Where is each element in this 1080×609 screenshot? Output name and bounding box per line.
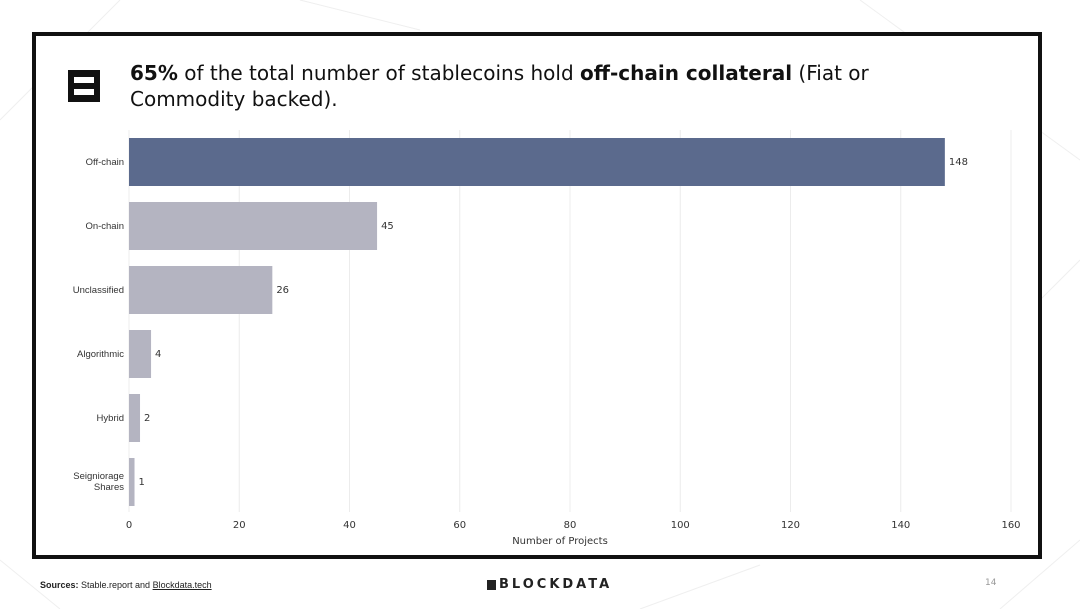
value-label: 45 [381, 221, 394, 232]
x-tick-label: 60 [453, 520, 466, 531]
sources-text: Stable.report and [78, 580, 153, 590]
bar [129, 266, 273, 314]
x-axis-title: Number of Projects [512, 536, 608, 547]
title-part: 65% [130, 61, 178, 85]
title-part: off-chain collateral [580, 61, 793, 85]
x-tick-label: 140 [891, 520, 910, 531]
value-label: 2 [144, 413, 150, 424]
bar [129, 458, 135, 506]
logo [68, 70, 100, 102]
sources-link[interactable]: Blockdata.tech [152, 580, 212, 590]
brand-icon [487, 580, 496, 590]
x-tick-label: 0 [126, 520, 132, 531]
sources: Sources: Stable.report and Blockdata.tec… [40, 580, 212, 590]
value-label: 4 [155, 349, 161, 360]
slide-frame [32, 32, 1042, 559]
x-tick-label: 160 [1001, 520, 1020, 531]
x-tick-label: 120 [781, 520, 800, 531]
title-part: (Fiat or Commodity backed). [130, 61, 869, 111]
page-number: 14 [985, 578, 997, 588]
y-tick-label: On-chain [85, 220, 124, 232]
sources-label: Sources: [40, 580, 79, 590]
bar [129, 202, 378, 250]
value-label: 1 [139, 477, 145, 488]
value-label: 148 [949, 157, 968, 168]
brand: BLOCKDATA [499, 577, 613, 592]
x-tick-label: 40 [343, 520, 356, 531]
bar [129, 138, 945, 186]
slide-title: 65% of the total number of stablecoins h… [130, 60, 950, 112]
title-part: of the total number of stablecoins hold [177, 61, 581, 85]
x-tick-label: 80 [564, 520, 577, 531]
x-tick-label: 100 [671, 520, 690, 531]
y-tick-label: Unclassified [72, 284, 124, 296]
y-tick-label: Seigniorage Shares [73, 471, 124, 493]
y-tick-label: Hybrid [96, 412, 124, 424]
x-tick-label: 20 [233, 520, 246, 531]
y-tick-label: Off-chain [85, 156, 124, 168]
bar [129, 330, 152, 378]
value-label: 26 [276, 285, 289, 296]
y-tick-label: Algorithmic [77, 348, 124, 360]
bar [129, 394, 141, 442]
